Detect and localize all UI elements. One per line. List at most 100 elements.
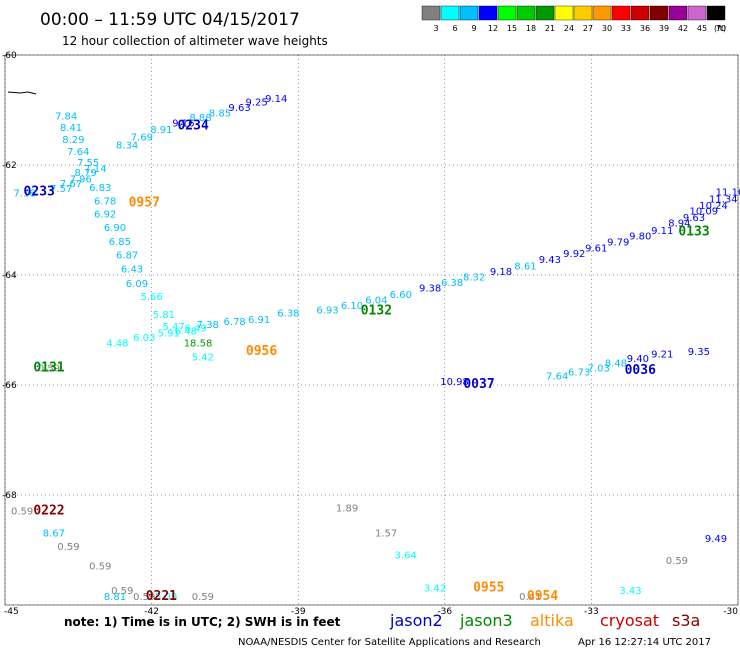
pass-time-label: 0956 — [246, 344, 277, 359]
swh-label: 6.87 — [116, 251, 138, 262]
swh-label: 8.32 — [463, 273, 485, 284]
legend-swatch — [630, 5, 650, 21]
swh-label: 10.09 — [689, 207, 718, 218]
legend-swatch — [421, 5, 441, 21]
swh-label: 11.34 — [709, 194, 738, 205]
swh-label: 7.64 — [546, 372, 568, 383]
legend-swatch — [687, 5, 707, 21]
swh-label: 9.79 — [607, 237, 629, 248]
x-tick-label: -33 — [584, 607, 599, 617]
swh-label: 7.38 — [197, 320, 219, 331]
legend-label: 39 — [659, 24, 669, 33]
swh-label: 8.34 — [116, 141, 138, 152]
swh-label: 9.63 — [228, 103, 250, 114]
swh-label: 5.47 — [162, 322, 184, 333]
chart-subtitle: 12 hour collection of altimeter wave hei… — [62, 34, 328, 48]
swh-label: 3.42 — [424, 583, 446, 594]
swh-label: 9.38 — [419, 284, 441, 295]
swh-label: 9.61 — [585, 243, 607, 254]
pass-time-label: 0233 — [24, 184, 55, 199]
satellite-altika: altika — [530, 611, 574, 630]
legend-swatch — [573, 5, 593, 21]
x-tick-label: -39 — [291, 607, 306, 617]
swh-label: 7.64 — [67, 147, 89, 158]
legend-unit: (ft) — [714, 24, 726, 33]
swh-label: 9.63 — [683, 213, 705, 224]
swh-label: 6.03 — [133, 333, 155, 344]
swh-label: 7.57 — [50, 184, 72, 195]
swh-label: 3.43 — [619, 586, 641, 597]
swh-label: 6.90 — [104, 223, 126, 234]
swh-label: 6.60 — [390, 290, 412, 301]
legend-label: 70 — [716, 24, 726, 33]
legend-swatch — [649, 5, 669, 21]
swh-label: 6.38 — [277, 308, 299, 319]
swh-label: 6.09 — [126, 279, 148, 290]
pass-time-label: 0036 — [625, 363, 656, 378]
swh-label: 7.14 — [84, 164, 106, 175]
x-tick-label: -42 — [144, 607, 159, 617]
pass-time-label: 0955 — [473, 580, 504, 595]
swh-label: 7.67 — [60, 179, 82, 190]
legend-swatch — [535, 5, 555, 21]
grid-lines — [4, 54, 739, 606]
swh-label: 9.25 — [246, 98, 268, 109]
swh-label: 10.24 — [699, 201, 728, 212]
pass-time-label: 0132 — [361, 304, 392, 319]
swh-label: 0.59 — [11, 506, 33, 517]
swh-label: 5.66 — [140, 292, 162, 303]
satellite-jason3: jason3 — [459, 611, 513, 630]
swh-label: 0.59 — [133, 592, 155, 603]
swh-label: 5.42 — [192, 352, 214, 363]
pass-time-label: 0133 — [678, 224, 709, 239]
swh-label: 6.78 — [94, 197, 116, 208]
pass-time-label: 0221 — [146, 589, 177, 604]
legend-swatch — [668, 5, 688, 21]
swh-label: 6.38 — [441, 278, 463, 289]
pass-time-label: 0222 — [33, 503, 64, 518]
swh-label: 6.93 — [316, 306, 338, 317]
legend-label: 21 — [545, 24, 555, 33]
swh-label: 8.79 — [74, 168, 96, 179]
x-tick-label: -30 — [723, 607, 738, 617]
timestamp-text: Apr 16 12:27:14 UTC 2017 — [578, 637, 711, 648]
swh-label: 18.58 — [184, 339, 213, 350]
swh-label: 9.92 — [563, 249, 585, 260]
swh-label: 8.88 — [189, 113, 211, 124]
swh-label: 1.89 — [336, 504, 358, 515]
swh-label: 6.78 — [224, 317, 246, 328]
swh-label: 9.40 — [627, 354, 649, 365]
swh-label: 7.69 — [131, 132, 153, 143]
swh-label: 0.59 — [666, 556, 688, 567]
satellite-s3a: s3a — [672, 611, 700, 630]
swh-label: 6.83 — [89, 183, 111, 194]
legend-label: 24 — [564, 24, 574, 33]
legend-label: 45 — [697, 24, 707, 33]
swh-label: 6.10 — [341, 301, 363, 312]
credit-text: NOAA/NESDIS Center for Satellite Applica… — [238, 637, 541, 648]
swh-label: 0.59 — [57, 542, 79, 553]
swh-label: 0.59 — [111, 586, 133, 597]
legend-swatch — [611, 5, 631, 21]
swh-label: 9.80 — [629, 231, 651, 242]
swh-label: 8.29 — [62, 135, 84, 146]
swh-label: 7.84 — [55, 111, 77, 122]
swh-label: 9.16 — [172, 119, 194, 130]
legend-label: 42 — [678, 24, 688, 33]
swh-label: 6.43 — [121, 264, 143, 275]
x-tick-label: -45 — [4, 607, 19, 617]
legend-swatch — [706, 5, 726, 21]
swh-label: 8.81 — [104, 592, 126, 603]
pass-time-label: 0234 — [177, 118, 208, 133]
observations: 7.848.418.297.647.557.148.797.967.677.57… — [11, 94, 740, 603]
swh-label: 0.59 — [89, 561, 111, 572]
axis-ticks: -45 -42 -39 -36 -33 -30 -60 -62 -64 -66 -68 — [2, 51, 738, 617]
island-outline — [7, 91, 37, 95]
swh-label: 9.21 — [651, 350, 673, 361]
swh-label: 9.49 — [705, 534, 727, 545]
legend-swatch — [554, 5, 574, 21]
legend-label: 33 — [621, 24, 631, 33]
satellite-jason2: jason2 — [389, 611, 443, 630]
pass-times: 0233 0234 0957 0132 0956 0131 0037 0036 0133 0222… — [24, 118, 710, 604]
swh-label: 6.91 — [248, 315, 270, 326]
